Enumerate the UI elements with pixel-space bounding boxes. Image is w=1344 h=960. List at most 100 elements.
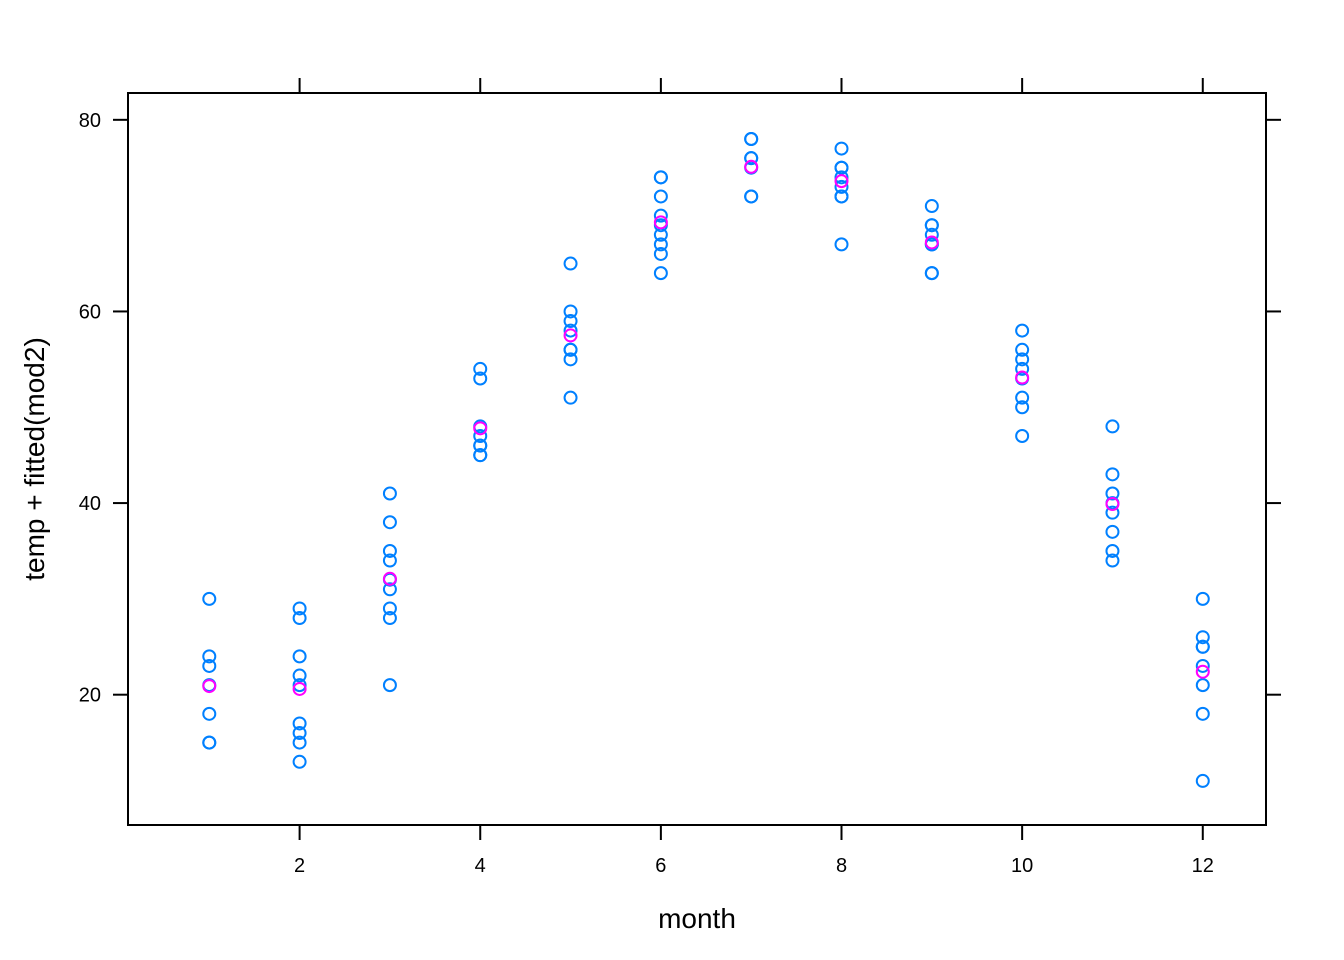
observed-point — [924, 227, 939, 242]
observed-point — [563, 314, 578, 329]
observed-point — [653, 246, 668, 261]
observed-point — [382, 543, 397, 558]
observed-point — [834, 237, 849, 252]
observed-point — [563, 390, 578, 405]
fitted-point — [744, 159, 759, 174]
observed-point — [563, 304, 578, 319]
observed-point — [202, 706, 217, 721]
fitted-point — [834, 174, 849, 189]
observed-point — [653, 170, 668, 185]
observed-point — [834, 179, 849, 194]
observed-point — [563, 352, 578, 367]
observed-point — [1195, 773, 1210, 788]
y-tick-label: 80 — [79, 110, 101, 132]
plot-frame — [127, 92, 1267, 826]
observed-point — [653, 237, 668, 252]
y-tick-label: 40 — [79, 493, 101, 515]
x-axis: 2 4 6 8 10 12 — [294, 78, 1214, 877]
observed-point — [1105, 505, 1120, 520]
observed-point — [1105, 543, 1120, 558]
observed-point — [292, 735, 307, 750]
observed-point — [924, 218, 939, 233]
observed-point — [1195, 706, 1210, 721]
x-tick-label: 6 — [655, 855, 666, 877]
observed-point — [834, 160, 849, 175]
observed-point — [653, 208, 668, 223]
data-points — [202, 131, 1210, 788]
observed-point — [1105, 419, 1120, 434]
fitted-point — [1015, 370, 1030, 385]
fitted-point — [1105, 497, 1120, 512]
fitted-point — [202, 679, 217, 694]
x-tick-label: 4 — [475, 855, 486, 877]
observed-point — [473, 361, 488, 376]
y-tick-label: 20 — [79, 685, 101, 707]
fitted-point — [924, 235, 939, 250]
observed-point — [1015, 361, 1030, 376]
fitted-point — [1195, 664, 1210, 679]
observed-point — [292, 754, 307, 769]
x-tick-label: 12 — [1192, 855, 1214, 877]
observed-point — [1105, 553, 1120, 568]
observed-point — [292, 649, 307, 664]
observed-point — [834, 141, 849, 156]
x-tick-label: 8 — [836, 855, 847, 877]
observed-point — [382, 678, 397, 693]
observed-point — [1195, 678, 1210, 693]
observed-point — [292, 601, 307, 616]
observed-point — [924, 266, 939, 281]
y-tick-label: 60 — [79, 301, 101, 323]
fitted-point — [473, 421, 488, 436]
observed-point — [473, 429, 488, 444]
observed-point — [1015, 390, 1030, 405]
fitted-point — [563, 328, 578, 343]
observed-point — [382, 582, 397, 597]
observed-point — [653, 266, 668, 281]
x-axis-title: month — [658, 903, 736, 934]
observed-point — [473, 448, 488, 463]
observed-point — [382, 486, 397, 501]
observed-point — [382, 553, 397, 568]
observed-point — [382, 601, 397, 616]
observed-point — [1015, 352, 1030, 367]
observed-point — [1105, 486, 1120, 501]
observed-point — [202, 735, 217, 750]
observed-point — [473, 371, 488, 386]
observed-point — [382, 515, 397, 530]
observed-point — [1015, 429, 1030, 444]
observed-point — [292, 611, 307, 626]
y-axis-title: temp + fitted(mod2) — [19, 337, 50, 581]
observed-point — [202, 658, 217, 673]
observed-point — [1015, 400, 1030, 415]
observed-point — [744, 151, 759, 166]
observed-point — [292, 668, 307, 683]
observed-point — [292, 716, 307, 731]
observed-point — [382, 611, 397, 626]
observed-point — [834, 189, 849, 204]
observed-point — [202, 591, 217, 606]
observed-point — [1105, 467, 1120, 482]
observed-point — [744, 189, 759, 204]
observed-point — [292, 726, 307, 741]
observed-point — [1195, 658, 1210, 673]
observed-point — [202, 649, 217, 664]
fitted-point — [382, 571, 397, 586]
observed-point — [834, 170, 849, 185]
observed-point — [563, 342, 578, 357]
observed-point — [1105, 524, 1120, 539]
observed-point — [473, 438, 488, 453]
y-axis: 20 40 60 80 — [79, 110, 1281, 707]
observed-point — [563, 323, 578, 338]
observed-point — [1015, 342, 1030, 357]
fitted-point — [292, 681, 307, 696]
observed-point — [1195, 630, 1210, 645]
observed-point — [292, 678, 307, 693]
observed-point — [924, 199, 939, 214]
fitted-point — [653, 215, 668, 230]
observed-point — [653, 189, 668, 204]
observed-point — [744, 131, 759, 146]
x-tick-label: 10 — [1011, 855, 1033, 877]
observed-point — [1195, 639, 1210, 654]
observed-point — [563, 256, 578, 271]
